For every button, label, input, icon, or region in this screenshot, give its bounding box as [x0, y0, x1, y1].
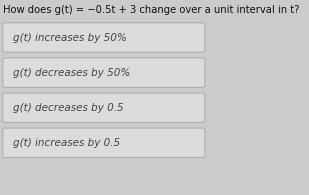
FancyBboxPatch shape [3, 128, 205, 158]
Text: g(t) decreases by 0.5: g(t) decreases by 0.5 [13, 103, 124, 113]
FancyBboxPatch shape [3, 58, 205, 87]
FancyBboxPatch shape [3, 23, 205, 52]
Text: How does g(t) = −0.5t + 3 change over a unit interval in t?: How does g(t) = −0.5t + 3 change over a … [3, 5, 299, 15]
Text: g(t) increases by 0.5: g(t) increases by 0.5 [13, 138, 120, 148]
Text: g(t) decreases by 50%: g(t) decreases by 50% [13, 68, 130, 78]
Text: g(t) increases by 50%: g(t) increases by 50% [13, 33, 127, 43]
FancyBboxPatch shape [3, 93, 205, 122]
